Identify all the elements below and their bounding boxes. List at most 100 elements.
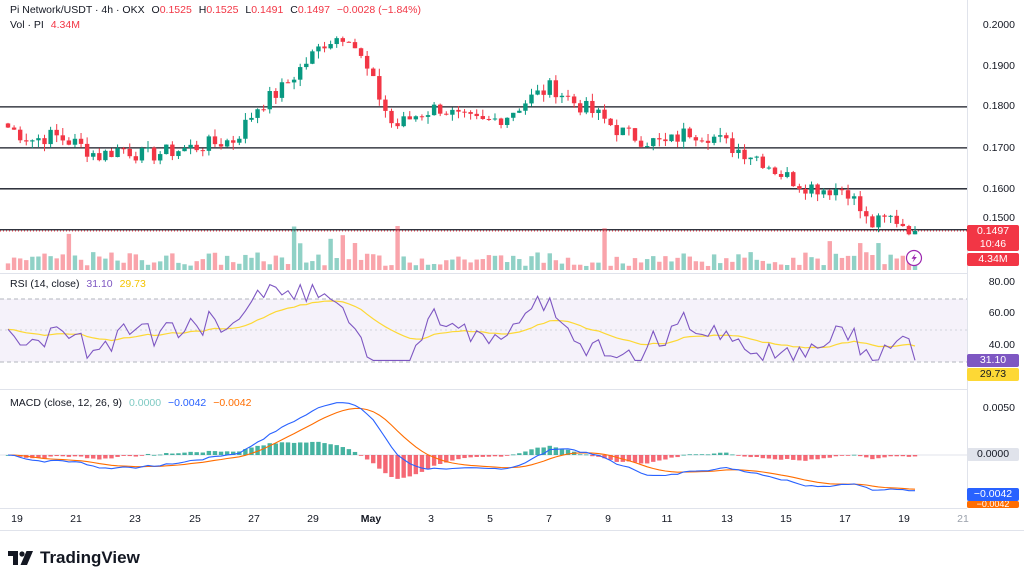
macd-histogram-bar	[413, 455, 419, 475]
macd-histogram-bar	[900, 455, 906, 457]
tradingview-logo[interactable]: TradingView	[8, 548, 140, 568]
volume-bar	[279, 257, 285, 270]
macd-histogram-bar	[559, 448, 565, 455]
macd-histogram-bar	[316, 441, 321, 455]
tradingview-logo-icon	[8, 551, 33, 565]
volume-label[interactable]: Vol · PI	[10, 19, 44, 31]
volume-bar	[291, 226, 297, 270]
volume-bar	[139, 260, 145, 270]
high-label: H	[198, 4, 207, 16]
volume-bar	[468, 262, 473, 270]
volume-bar	[151, 262, 157, 270]
candle-body	[170, 144, 175, 157]
macd-histogram-bar	[827, 455, 832, 458]
volume-bar	[316, 254, 321, 270]
volume-bar	[127, 253, 132, 270]
macd-histogram-bar	[133, 455, 139, 457]
volume-bar	[54, 258, 59, 270]
volume-bar	[608, 265, 613, 270]
macd-histogram-bar	[511, 454, 516, 456]
candle-body	[839, 189, 845, 191]
candle-body	[870, 216, 875, 228]
time-axis-label: 11	[661, 513, 673, 525]
volume-bar	[395, 226, 400, 270]
candle-body	[699, 140, 705, 142]
macd-hist-value: 0.0000	[128, 397, 162, 409]
candle-body	[614, 125, 619, 136]
candle-body	[78, 138, 84, 144]
candle-body	[42, 138, 47, 145]
volume-bar	[620, 263, 626, 270]
macd-label[interactable]: MACD (close, 12, 26, 9)	[10, 397, 123, 409]
macd-histogram-bar	[145, 453, 151, 455]
candle-body	[711, 136, 717, 143]
macd-histogram-bar	[310, 441, 315, 455]
volume-bar	[675, 257, 680, 270]
volume-bar	[511, 255, 516, 270]
macd-histogram-bar	[194, 452, 199, 455]
candle-body	[657, 138, 662, 140]
macd-histogram-bar	[334, 445, 339, 455]
candle-body	[413, 116, 419, 120]
volume-bar	[894, 258, 899, 270]
volume-bar	[322, 265, 327, 270]
volume-bar	[30, 256, 35, 270]
candle-body	[669, 134, 674, 142]
macd-histogram-bar	[699, 454, 705, 456]
volume-bar	[565, 257, 571, 270]
candle-body	[273, 91, 279, 98]
macd-histogram-bar	[766, 455, 772, 459]
volume-bar	[669, 261, 674, 270]
candle-body	[693, 137, 699, 141]
macd-histogram-bar	[127, 455, 132, 457]
volume-bar	[705, 265, 711, 270]
volume-bar	[681, 253, 686, 270]
volume-bar	[456, 256, 461, 270]
macd-histogram-bar	[906, 455, 912, 457]
macd-histogram-bar	[797, 455, 802, 461]
macd-histogram-bar	[346, 449, 352, 455]
volume-bar	[371, 254, 376, 270]
volume-bar	[310, 261, 315, 270]
candle-body	[328, 44, 333, 49]
volume-bar	[462, 259, 467, 270]
macd-histogram-bar	[304, 442, 309, 455]
candle-body	[602, 109, 607, 119]
macd-histogram-bar	[188, 451, 193, 455]
volume-bar	[413, 265, 419, 270]
macd-histogram-bar	[815, 455, 820, 460]
macd-histogram	[5, 441, 918, 479]
rsi-ma-value: 29.73	[119, 278, 146, 290]
candle-body	[444, 113, 449, 115]
volume-bar	[547, 253, 552, 270]
volume-bar	[651, 256, 656, 270]
macd-histogram-bar	[78, 455, 84, 457]
lightning-icon[interactable]	[905, 249, 923, 267]
candle-body	[504, 117, 510, 125]
macd-histogram-bar	[231, 451, 236, 455]
low-value: 0.1491	[251, 4, 284, 16]
candle-body	[151, 147, 157, 161]
volume-bar	[772, 262, 778, 270]
volume-bar	[900, 255, 906, 270]
symbol-title[interactable]: Pi Network/USDT · 4h · OKX	[10, 4, 145, 16]
candle-body	[547, 80, 552, 95]
volume-bar	[614, 256, 619, 270]
candle-body	[821, 190, 826, 195]
rsi-label[interactable]: RSI (14, close)	[10, 278, 80, 290]
candle-body	[279, 82, 285, 98]
volume-bar	[17, 258, 23, 270]
volume-bar	[231, 262, 236, 270]
candle-body	[535, 90, 540, 95]
macd-histogram-bar	[912, 455, 918, 457]
candle-body	[498, 118, 504, 125]
candle-body	[224, 140, 230, 147]
macd-histogram-bar	[705, 454, 711, 456]
candle-body	[675, 134, 680, 142]
macd-histogram-bar	[620, 455, 626, 462]
macd-value-tag: −0.0042	[967, 488, 1019, 501]
candle-body	[888, 215, 893, 217]
macd-value: −0.0042	[168, 397, 207, 409]
macd-histogram-bar	[870, 455, 875, 460]
